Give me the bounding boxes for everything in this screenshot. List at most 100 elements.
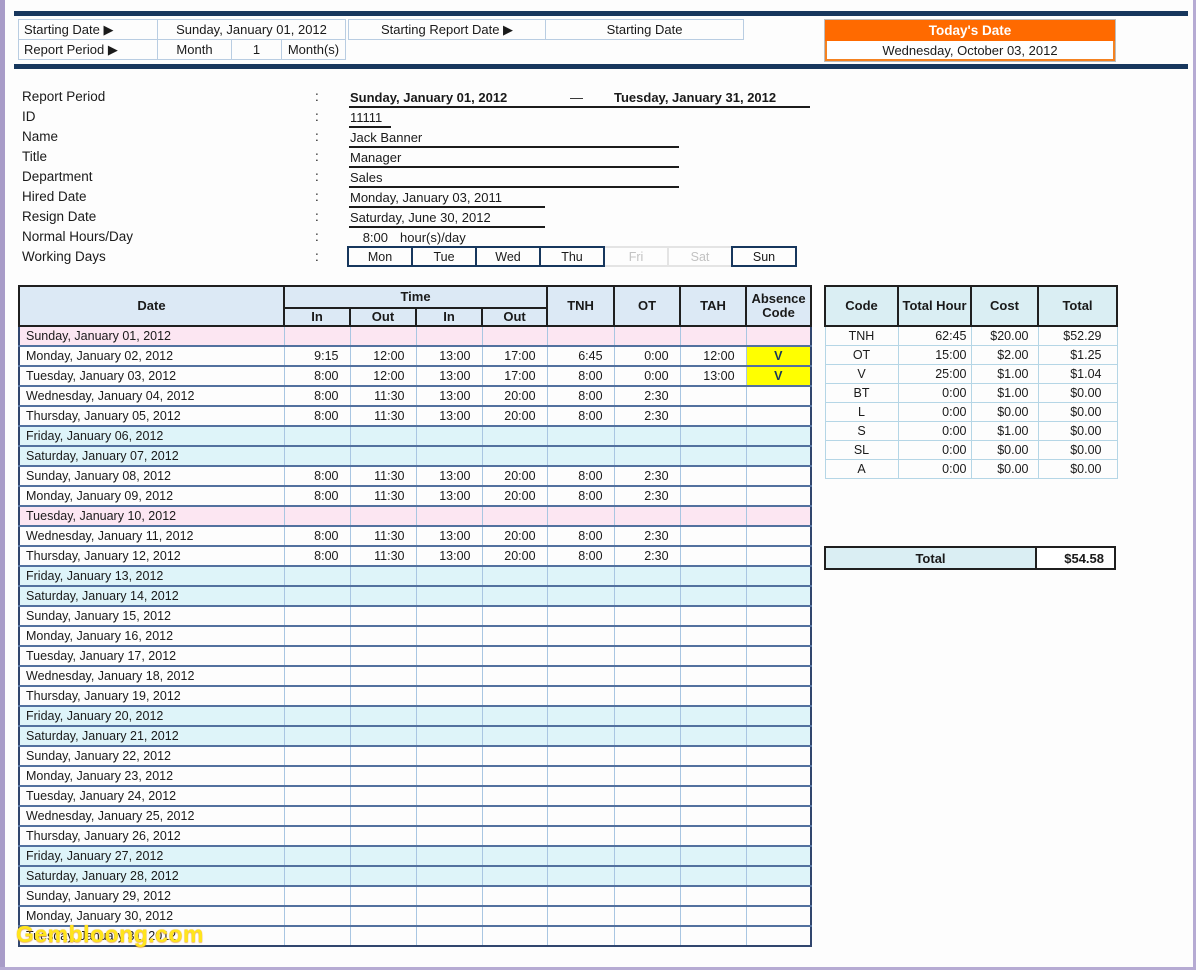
time-out-1-cell[interactable]: 11:30 (349, 406, 417, 427)
report-period-count-field[interactable]: 1 (231, 39, 282, 60)
time-out-1-cell[interactable] (349, 926, 417, 947)
time-out-1-cell[interactable] (349, 666, 417, 687)
time-out-2-cell[interactable]: 20:00 (481, 386, 548, 407)
date-cell[interactable]: Friday, January 20, 2012 (18, 706, 285, 727)
time-out-1-cell[interactable] (349, 886, 417, 907)
hired-date-field[interactable]: Monday, January 03, 2011 (350, 190, 503, 205)
tnh-cell[interactable]: 8:00 (546, 366, 615, 387)
time-out-2-cell[interactable] (481, 426, 548, 447)
tah-cell[interactable] (679, 826, 747, 847)
date-cell[interactable]: Monday, January 02, 2012 (18, 346, 285, 367)
absence-code-cell[interactable] (745, 886, 813, 907)
time-out-1-cell[interactable] (349, 906, 417, 927)
tnh-cell[interactable] (546, 866, 615, 887)
absence-code-cell[interactable] (745, 786, 813, 807)
ot-cell[interactable] (613, 906, 681, 927)
time-in-1-cell[interactable] (283, 886, 351, 907)
date-cell[interactable]: Monday, January 23, 2012 (18, 766, 285, 787)
date-cell[interactable]: Friday, January 27, 2012 (18, 846, 285, 867)
tnh-cell[interactable] (546, 586, 615, 607)
absence-code-cell[interactable] (745, 586, 813, 607)
tnh-cell[interactable] (546, 906, 615, 927)
time-out-2-cell[interactable] (481, 326, 548, 347)
time-in-2-cell[interactable] (415, 326, 483, 347)
cost-cell[interactable]: $2.00 (970, 345, 1039, 365)
tah-cell[interactable] (679, 766, 747, 787)
time-in-1-cell[interactable] (283, 786, 351, 807)
code-cell[interactable]: BT (824, 383, 899, 403)
total-cell[interactable]: $0.00 (1037, 402, 1118, 422)
time-out-2-cell[interactable]: 20:00 (481, 406, 548, 427)
absence-code-cell[interactable] (745, 566, 813, 587)
date-cell[interactable]: Saturday, January 07, 2012 (18, 446, 285, 467)
time-in-2-cell[interactable] (415, 706, 483, 727)
tnh-cell[interactable]: 8:00 (546, 546, 615, 567)
ot-cell[interactable] (613, 326, 681, 347)
time-out-1-cell[interactable] (349, 706, 417, 727)
time-out-2-cell[interactable] (481, 586, 548, 607)
time-out-2-cell[interactable] (481, 506, 548, 527)
absence-code-cell[interactable] (745, 626, 813, 647)
tah-cell[interactable] (679, 446, 747, 467)
time-in-1-cell[interactable]: 8:00 (283, 406, 351, 427)
tah-cell[interactable]: 13:00 (679, 366, 747, 387)
time-in-2-cell[interactable]: 13:00 (415, 546, 483, 567)
time-in-1-cell[interactable] (283, 906, 351, 927)
date-cell[interactable]: Friday, January 06, 2012 (18, 426, 285, 447)
ot-cell[interactable]: 2:30 (613, 466, 681, 487)
time-in-1-cell[interactable] (283, 826, 351, 847)
tah-cell[interactable] (679, 686, 747, 707)
ot-cell[interactable]: 2:30 (613, 526, 681, 547)
ot-cell[interactable]: 2:30 (613, 406, 681, 427)
time-in-2-cell[interactable]: 13:00 (415, 386, 483, 407)
ot-cell[interactable]: 0:00 (613, 346, 681, 367)
total-hour-cell[interactable]: 0:00 (897, 383, 972, 403)
tah-cell[interactable] (679, 406, 747, 427)
working-day-sun[interactable]: Sun (731, 246, 797, 267)
tnh-cell[interactable]: 8:00 (546, 526, 615, 547)
date-cell[interactable]: Monday, January 09, 2012 (18, 486, 285, 507)
date-cell[interactable]: Wednesday, January 18, 2012 (18, 666, 285, 687)
ot-cell[interactable] (613, 646, 681, 667)
time-in-2-cell[interactable] (415, 846, 483, 867)
date-cell[interactable]: Tuesday, January 03, 2012 (18, 366, 285, 387)
time-in-1-cell[interactable]: 8:00 (283, 546, 351, 567)
tnh-cell[interactable] (546, 646, 615, 667)
time-out-1-cell[interactable]: 11:30 (349, 466, 417, 487)
total-hour-cell[interactable]: 0:00 (897, 459, 972, 479)
total-cell[interactable]: $1.25 (1037, 345, 1118, 365)
total-cell[interactable]: $1.04 (1037, 364, 1118, 384)
date-cell[interactable]: Sunday, January 01, 2012 (18, 326, 285, 347)
starting-date-field[interactable]: Sunday, January 01, 2012 (157, 19, 346, 40)
code-cell[interactable]: A (824, 459, 899, 479)
tnh-cell[interactable] (546, 766, 615, 787)
time-in-1-cell[interactable]: 8:00 (283, 466, 351, 487)
tnh-cell[interactable] (546, 566, 615, 587)
time-out-1-cell[interactable] (349, 586, 417, 607)
tah-cell[interactable] (679, 626, 747, 647)
total-hour-cell[interactable]: 25:00 (897, 364, 972, 384)
absence-code-cell[interactable] (745, 726, 813, 747)
date-cell[interactable]: Tuesday, January 17, 2012 (18, 646, 285, 667)
total-cell[interactable]: $0.00 (1037, 383, 1118, 403)
code-cell[interactable]: SL (824, 440, 899, 460)
time-out-1-cell[interactable]: 11:30 (349, 486, 417, 507)
time-out-2-cell[interactable] (481, 446, 548, 467)
time-out-1-cell[interactable] (349, 746, 417, 767)
time-in-1-cell[interactable]: 8:00 (283, 526, 351, 547)
absence-code-cell[interactable] (745, 406, 813, 427)
time-in-2-cell[interactable]: 13:00 (415, 346, 483, 367)
total-cell[interactable]: $0.00 (1037, 459, 1118, 479)
id-field[interactable]: 11111 (350, 110, 383, 125)
date-cell[interactable]: Wednesday, January 04, 2012 (18, 386, 285, 407)
tnh-cell[interactable] (546, 626, 615, 647)
total-hour-cell[interactable]: 0:00 (897, 402, 972, 422)
date-cell[interactable]: Sunday, January 08, 2012 (18, 466, 285, 487)
time-in-1-cell[interactable]: 8:00 (283, 386, 351, 407)
absence-code-cell[interactable] (745, 866, 813, 887)
tah-cell[interactable] (679, 666, 747, 687)
time-out-1-cell[interactable]: 11:30 (349, 386, 417, 407)
tah-cell[interactable] (679, 586, 747, 607)
tnh-cell[interactable] (546, 326, 615, 347)
grand-total-value[interactable]: $54.58 (1064, 550, 1104, 566)
